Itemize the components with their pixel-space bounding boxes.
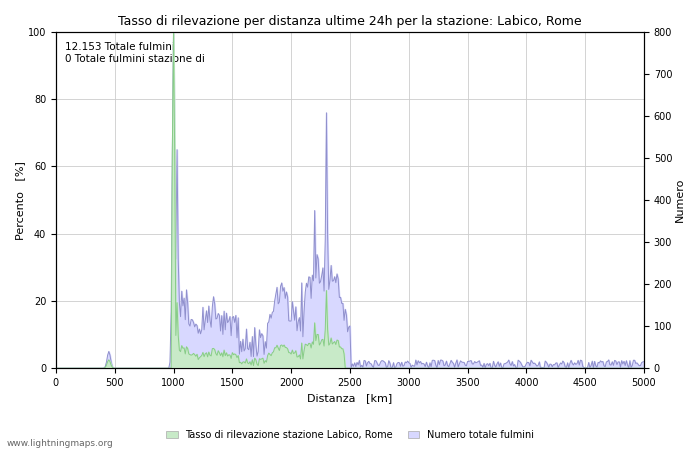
X-axis label: Distanza   [km]: Distanza [km] bbox=[307, 393, 393, 404]
Y-axis label: Percento   [%]: Percento [%] bbox=[15, 161, 25, 239]
Title: Tasso di rilevazione per distanza ultime 24h per la stazione: Labico, Rome: Tasso di rilevazione per distanza ultime… bbox=[118, 15, 582, 28]
Y-axis label: Numero: Numero bbox=[675, 178, 685, 222]
Text: www.lightningmaps.org: www.lightningmaps.org bbox=[7, 439, 113, 448]
Text: 12.153 Totale fulmini
0 Totale fulmini stazione di: 12.153 Totale fulmini 0 Totale fulmini s… bbox=[64, 42, 204, 63]
Legend: Tasso di rilevazione stazione Labico, Rome, Numero totale fulmini: Tasso di rilevazione stazione Labico, Ro… bbox=[163, 427, 537, 443]
